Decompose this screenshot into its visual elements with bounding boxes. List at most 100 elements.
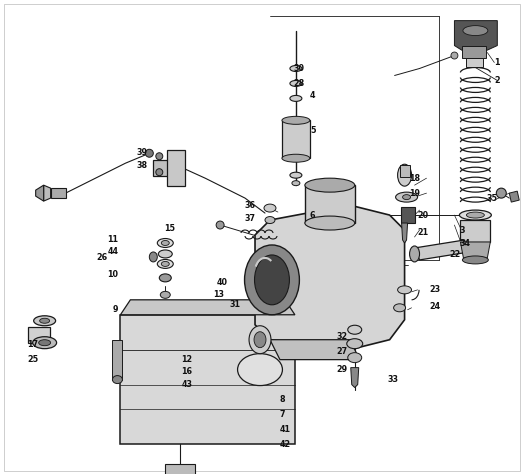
Polygon shape bbox=[36, 185, 43, 201]
Ellipse shape bbox=[161, 240, 169, 246]
Ellipse shape bbox=[348, 352, 362, 362]
Text: 44: 44 bbox=[107, 247, 118, 257]
Bar bbox=[462, 46, 486, 57]
Polygon shape bbox=[454, 20, 497, 50]
Ellipse shape bbox=[159, 274, 171, 282]
Bar bbox=[400, 207, 414, 223]
Ellipse shape bbox=[282, 116, 310, 124]
Text: 28: 28 bbox=[293, 79, 305, 88]
Text: 20: 20 bbox=[418, 210, 429, 219]
Bar bbox=[28, 327, 50, 342]
Text: 23: 23 bbox=[430, 285, 441, 294]
Ellipse shape bbox=[149, 252, 157, 262]
Ellipse shape bbox=[161, 261, 169, 266]
Text: 10: 10 bbox=[107, 270, 118, 279]
Text: 6: 6 bbox=[310, 210, 315, 219]
Text: 9: 9 bbox=[113, 305, 118, 314]
Ellipse shape bbox=[398, 164, 411, 186]
Text: 11: 11 bbox=[107, 236, 118, 245]
Bar bbox=[400, 165, 410, 177]
Ellipse shape bbox=[160, 291, 170, 298]
Ellipse shape bbox=[216, 221, 224, 229]
Polygon shape bbox=[121, 315, 295, 445]
Text: 3: 3 bbox=[460, 226, 465, 235]
Ellipse shape bbox=[402, 195, 411, 200]
Ellipse shape bbox=[290, 80, 302, 86]
Text: 37: 37 bbox=[244, 214, 255, 223]
Ellipse shape bbox=[290, 172, 302, 178]
Text: 15: 15 bbox=[164, 224, 175, 233]
Ellipse shape bbox=[462, 256, 488, 264]
Ellipse shape bbox=[40, 318, 50, 323]
Ellipse shape bbox=[39, 340, 51, 346]
Polygon shape bbox=[154, 160, 183, 176]
Bar bbox=[461, 220, 490, 242]
Ellipse shape bbox=[396, 192, 418, 202]
Text: 34: 34 bbox=[460, 239, 471, 248]
Polygon shape bbox=[270, 340, 359, 360]
Ellipse shape bbox=[496, 188, 506, 198]
Text: 8: 8 bbox=[280, 395, 286, 404]
Bar bbox=[305, 185, 355, 223]
Text: 12: 12 bbox=[181, 355, 192, 364]
Text: 19: 19 bbox=[410, 189, 421, 198]
Bar bbox=[167, 150, 185, 186]
Ellipse shape bbox=[254, 332, 266, 348]
Ellipse shape bbox=[156, 153, 163, 160]
Ellipse shape bbox=[158, 250, 172, 258]
Ellipse shape bbox=[237, 354, 282, 386]
Ellipse shape bbox=[282, 154, 310, 162]
Polygon shape bbox=[461, 242, 490, 258]
Text: 33: 33 bbox=[388, 375, 399, 384]
Polygon shape bbox=[401, 223, 408, 243]
Text: 40: 40 bbox=[217, 278, 228, 287]
Ellipse shape bbox=[290, 95, 302, 101]
Text: 29: 29 bbox=[336, 365, 348, 374]
Ellipse shape bbox=[32, 337, 57, 349]
Ellipse shape bbox=[249, 326, 271, 354]
Text: 35: 35 bbox=[486, 194, 497, 203]
Text: 25: 25 bbox=[28, 355, 39, 364]
Text: 24: 24 bbox=[430, 302, 441, 311]
Ellipse shape bbox=[398, 286, 411, 294]
Polygon shape bbox=[121, 300, 295, 315]
Ellipse shape bbox=[463, 26, 488, 36]
Ellipse shape bbox=[245, 245, 299, 315]
Ellipse shape bbox=[451, 52, 458, 59]
Text: 43: 43 bbox=[181, 380, 192, 389]
Text: 1: 1 bbox=[494, 58, 500, 67]
Bar bbox=[165, 465, 195, 475]
Ellipse shape bbox=[145, 149, 154, 157]
Text: 32: 32 bbox=[336, 332, 348, 341]
Text: 16: 16 bbox=[181, 367, 192, 376]
Text: 26: 26 bbox=[96, 254, 107, 263]
Text: 4: 4 bbox=[310, 91, 315, 100]
Text: 42: 42 bbox=[280, 440, 291, 449]
Text: 38: 38 bbox=[136, 161, 147, 170]
Polygon shape bbox=[509, 191, 519, 202]
Ellipse shape bbox=[348, 325, 362, 334]
Text: 39: 39 bbox=[136, 148, 147, 157]
Ellipse shape bbox=[113, 376, 123, 384]
Ellipse shape bbox=[290, 66, 302, 71]
Ellipse shape bbox=[347, 339, 363, 349]
Text: 17: 17 bbox=[28, 340, 39, 349]
Text: 36: 36 bbox=[244, 200, 255, 209]
Ellipse shape bbox=[410, 246, 420, 262]
Ellipse shape bbox=[292, 180, 300, 186]
Text: 22: 22 bbox=[450, 250, 461, 259]
Ellipse shape bbox=[255, 255, 289, 305]
Text: 2: 2 bbox=[494, 76, 500, 85]
Ellipse shape bbox=[305, 178, 355, 192]
Text: 18: 18 bbox=[410, 174, 421, 183]
Polygon shape bbox=[43, 185, 51, 201]
Ellipse shape bbox=[394, 304, 406, 312]
Bar bbox=[466, 57, 483, 67]
Ellipse shape bbox=[460, 210, 492, 220]
Ellipse shape bbox=[157, 238, 173, 247]
Ellipse shape bbox=[305, 216, 355, 230]
Ellipse shape bbox=[156, 169, 163, 176]
Text: 13: 13 bbox=[213, 290, 224, 299]
Bar bbox=[282, 120, 310, 158]
Ellipse shape bbox=[264, 204, 276, 212]
